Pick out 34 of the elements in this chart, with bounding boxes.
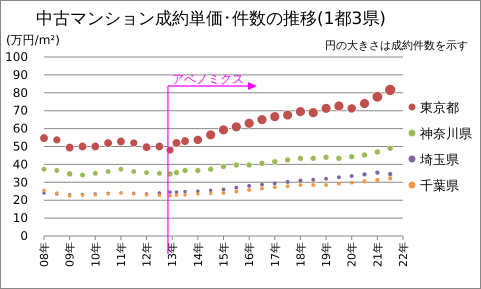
- y-axis-title: (万円/m²): [6, 33, 60, 47]
- x-tick-label: 17年: [268, 242, 282, 267]
- legend-label: 埼玉県: [419, 153, 459, 168]
- text: 円の大きさは成約件数を示す: [325, 39, 468, 52]
- legend-label: 神奈川県: [420, 127, 472, 142]
- x-tick-label: 21年: [371, 242, 384, 267]
- x-tick-label: 18年: [294, 242, 308, 267]
- ref-line-label: アベノミクス: [172, 72, 244, 86]
- x-tick-label: 10年: [89, 242, 102, 267]
- y-tick-label: 20: [12, 193, 28, 208]
- y-tick-label: 60: [12, 122, 28, 136]
- x-tick-label: 20年: [346, 242, 359, 267]
- y-tick-label: 0: [20, 229, 28, 243]
- x-tick-label: 14年: [192, 242, 205, 267]
- x-tick-label: 19年: [320, 242, 334, 267]
- y-tick-label: 30: [12, 175, 28, 190]
- y-tick-label: 90: [12, 68, 28, 82]
- chart-title: 中古マンション成約単価･件数の推移(1都3県): [36, 9, 386, 29]
- y-tick-label: 70: [12, 104, 28, 118]
- y-tick-label: 10: [12, 211, 28, 226]
- x-tick-label: 16年: [243, 242, 256, 267]
- x-tick-label: 12年: [140, 242, 154, 267]
- legend-label: 千葉県: [420, 179, 459, 194]
- y-tick-label: 40: [12, 157, 28, 172]
- x-tick-label: 13年: [166, 242, 180, 267]
- y-tick-label: 80: [12, 86, 28, 100]
- x-tick-label: 11年: [114, 242, 128, 267]
- legend-label: 東京都: [420, 101, 459, 116]
- y-tick-label: 50: [12, 140, 28, 154]
- x-tick-label: 15年: [218, 242, 230, 267]
- x-tick-label: 09年: [64, 242, 77, 267]
- x-tick-label: 22年: [397, 242, 410, 267]
- y-tick-label: 100: [5, 50, 28, 64]
- x-tick-label: 08年: [38, 242, 51, 267]
